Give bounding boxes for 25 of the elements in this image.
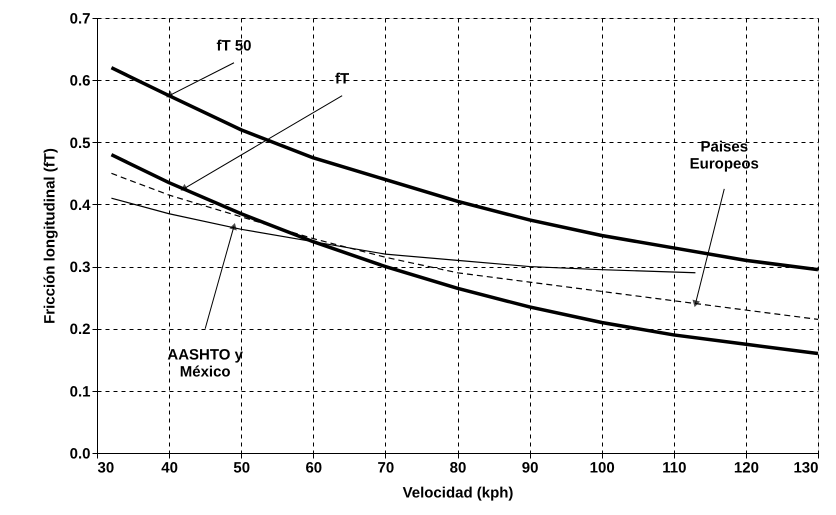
annotation: fT 50 — [216, 37, 252, 54]
y-axis-title: Fricción longitudinal (fT) — [42, 148, 59, 324]
annotation: Paises Europeos — [690, 138, 759, 173]
y-tick-label: 0.0 — [70, 446, 90, 462]
x-tick-label: 70 — [378, 460, 394, 476]
x-tick-label: 110 — [662, 460, 686, 476]
y-tick-label: 0.7 — [70, 10, 90, 28]
x-tick-label: 100 — [590, 460, 615, 476]
y-tick-label: 0.1 — [70, 383, 90, 400]
y-tick-label: 0.2 — [70, 321, 90, 338]
x-axis-title: Velocidad (kph) — [402, 484, 514, 502]
y-tick-label: 0.3 — [70, 259, 90, 276]
x-tick-label: 40 — [161, 460, 178, 476]
x-tick-label: 30 — [98, 460, 114, 476]
x-tick-label: 50 — [233, 460, 250, 476]
y-tick-label: 0.4 — [70, 196, 92, 214]
annotation: fT — [335, 70, 350, 88]
x-tick-label: 120 — [734, 460, 759, 476]
y-tick-label: 0.6 — [70, 72, 90, 90]
x-tick-label: 80 — [450, 460, 466, 476]
y-tick-label: 0.5 — [70, 134, 90, 152]
x-tick-label: 130 — [793, 460, 818, 476]
annotation: AASHTO y México — [167, 346, 244, 380]
x-tick-label: 60 — [305, 460, 322, 476]
x-tick-label: 90 — [522, 460, 538, 476]
